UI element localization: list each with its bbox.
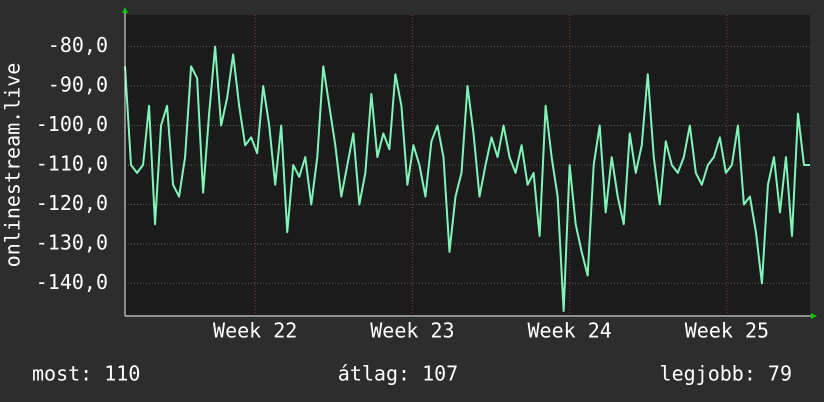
x-arrow xyxy=(811,313,817,319)
data-line xyxy=(124,45,810,313)
x-tick-label: Week 24 xyxy=(528,319,612,343)
x-tick-label: Week 22 xyxy=(213,319,297,343)
y-axis-label: onlinestream.live xyxy=(1,63,25,268)
y-tick-label: -140,0 xyxy=(36,270,108,294)
stat-current: most: 110 xyxy=(32,362,140,386)
y-tick-label: -130,0 xyxy=(36,230,108,254)
x-tick-label: Week 23 xyxy=(370,319,454,343)
marks xyxy=(124,45,810,313)
y-tick-label: -90,0 xyxy=(48,73,108,97)
y-tick-label: -110,0 xyxy=(36,152,108,176)
y-tick-label: -120,0 xyxy=(36,191,108,215)
y-tick-label: -100,0 xyxy=(36,112,108,136)
x-tick-label: Week 25 xyxy=(685,319,769,343)
y-tick-label: -80,0 xyxy=(48,33,108,57)
y-arrow xyxy=(122,7,128,13)
stat-best: legjobb: 79 xyxy=(660,362,792,386)
stat-average: átlag: 107 xyxy=(338,362,458,386)
